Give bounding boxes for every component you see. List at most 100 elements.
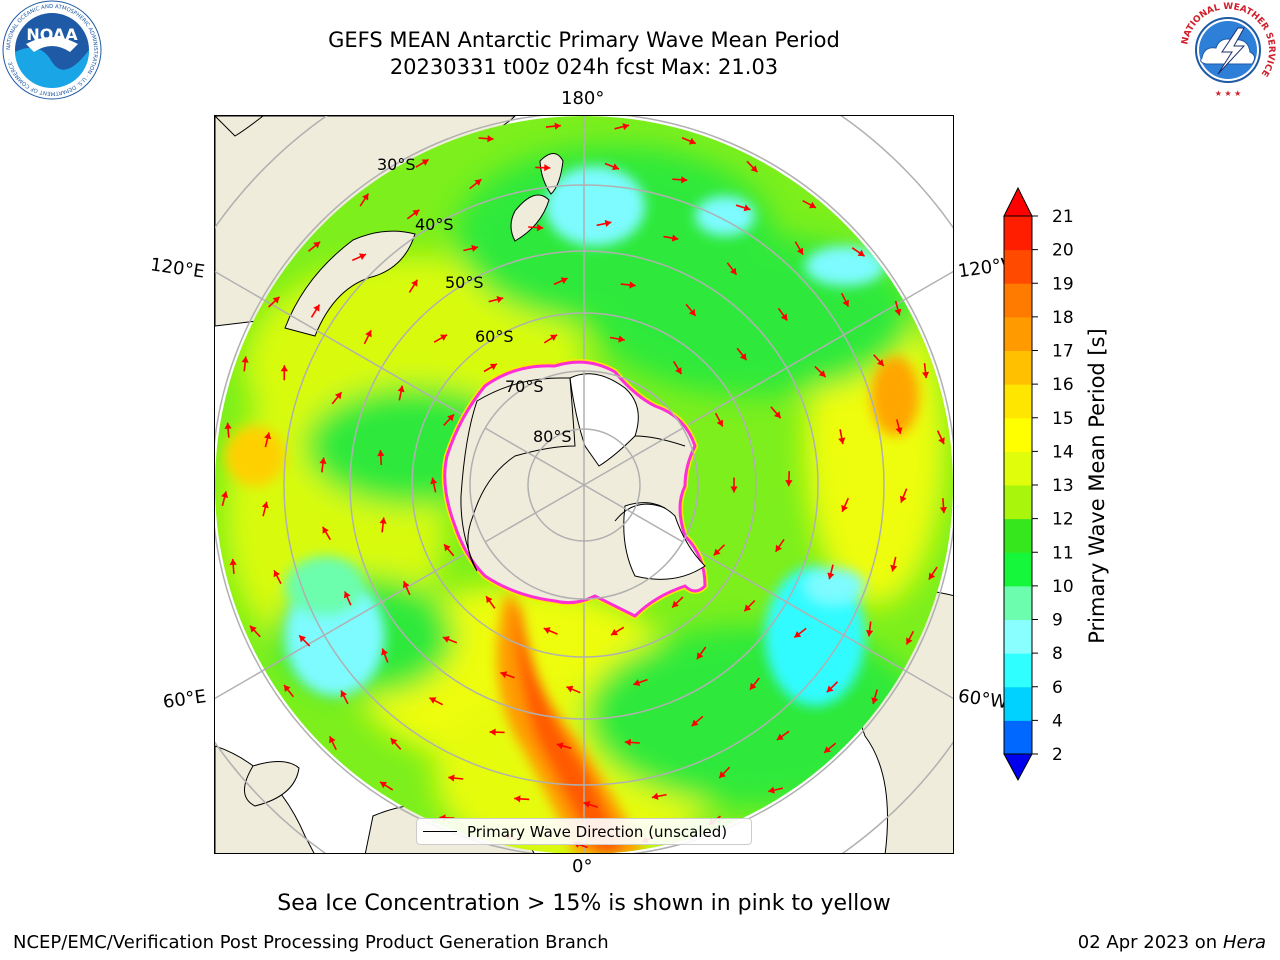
colorbar-band [1004, 485, 1032, 520]
colorbar-tick-label: 18 [1052, 308, 1074, 328]
wave-arrow-head [560, 277, 568, 284]
wave-arrow-head [224, 422, 232, 429]
wave-arrow-head [329, 736, 336, 744]
colorbar-ticks: 21 20 19 18 17 16 15 14 13 12 11 10 9 8 6 4 2 [1032, 207, 1074, 765]
colorbar-tick-label: 4 [1052, 711, 1063, 731]
wave-arrow-head [411, 279, 418, 287]
wave-arrow-head [335, 392, 342, 400]
wave-arrow-head [447, 414, 454, 422]
lon-label-120e: 120°E [148, 254, 206, 283]
wave-arrow-head [514, 795, 521, 803]
wave-arrow-head [719, 771, 726, 778]
lon-label-180: 180° [561, 88, 605, 109]
lat-label-40s: 40°S [415, 215, 454, 234]
wave-arrow-head [775, 544, 782, 552]
wave-arrow-head [939, 507, 948, 514]
credit-date-host: 02 Apr 2023 on Hera [1078, 932, 1266, 954]
wave-arrow-head [922, 371, 930, 379]
colorbar-tick-label: 14 [1052, 442, 1074, 462]
wave-arrow-head [716, 419, 723, 427]
wave-arrow-head [785, 480, 793, 487]
wave-arrow-head [474, 179, 482, 186]
wave-arrow-head [249, 625, 257, 633]
wave-arrow-head [402, 581, 410, 589]
wave-arrow-head [730, 267, 737, 275]
colorbar-tick-label: 17 [1052, 342, 1074, 362]
wave-arrow-head [496, 296, 504, 303]
wave-arrow-head [486, 596, 493, 604]
colorbar-band [1004, 585, 1032, 620]
wave-arrow-head [713, 548, 721, 556]
wave-arrow-head [877, 359, 884, 366]
wave-arrow-head [379, 517, 387, 524]
chart-subtitle: 20230331 t00z 024h fcst Max: 21.03 [389, 55, 779, 79]
wave-arrow-head [681, 176, 688, 184]
wave-arrow-head [313, 304, 320, 312]
wave-arrow-head [827, 572, 835, 580]
antarctica [441, 359, 709, 620]
colorbar-extend-min [1003, 753, 1033, 782]
polar-map: 30°S 40°S 50°S 60°S 70°S 80°S [215, 116, 953, 853]
sea-ice-footnote: Sea Ice Concentration > 15% is shown in … [277, 891, 891, 916]
wave-arrow-head [871, 697, 879, 704]
wave-arrow-head [776, 733, 784, 740]
wave-arrow-head [421, 159, 429, 166]
noaa-logo-text: NOAA [26, 25, 78, 44]
colorbar-band [1004, 350, 1032, 385]
map-legend: Primary Wave Direction (unscaled) [416, 818, 752, 845]
wave-arrow-head [894, 308, 902, 316]
wave-arrow-head [430, 477, 438, 485]
wave-arrow-head [841, 504, 848, 512]
wave-arrow-head [842, 299, 849, 307]
credit-branch: NCEP/EMC/Verification Post Processing Pr… [13, 932, 609, 953]
colorbar-tick-label: 9 [1052, 611, 1063, 631]
wave-arrow-head [390, 738, 398, 745]
colorbar-band [1004, 720, 1032, 755]
wave-arrow-head [543, 627, 551, 634]
wave-arrow-head [544, 164, 551, 172]
colorbar-tick-label: 15 [1052, 409, 1074, 429]
wave-arrow-head [824, 746, 831, 753]
wave-arrow-head [739, 353, 747, 361]
latitude-labels: 30°S 40°S 50°S 60°S 70°S 80°S [377, 155, 572, 446]
colorbar-tick-label: 11 [1052, 543, 1074, 563]
wave-arrow-head [280, 365, 288, 372]
wave-arrow-head [566, 685, 574, 693]
wave-arrow-head [313, 241, 321, 249]
wave-arrow-head [826, 685, 834, 693]
wave-arrow-head [688, 308, 696, 316]
wave-arrow-head [229, 558, 237, 566]
colorbar-tick-label: 20 [1052, 241, 1074, 261]
wave-arrow-head [899, 495, 907, 503]
wave-arrow-head [556, 742, 564, 750]
colorbar-band [1004, 686, 1032, 721]
wave-arrow-head [675, 367, 682, 375]
wave-arrow-head [221, 491, 229, 498]
wave-arrow-head [284, 685, 291, 692]
wave-arrow-head [340, 690, 347, 698]
wave-arrow-head [471, 244, 478, 252]
wave-arrow-head [554, 122, 561, 130]
wave-arrow-head [624, 738, 631, 746]
wave-arrow-head [696, 652, 704, 660]
wave-arrow-head [487, 135, 494, 143]
noaa-logo-icon: NATIONAL OCEANIC AND ATMOSPHERIC ADMINIS… [2, 0, 102, 100]
colorbar-tick-label: 8 [1052, 644, 1063, 664]
lon-label-0: 0° [572, 856, 593, 877]
wave-arrow-head [688, 137, 696, 145]
colorbar-extend-max [1003, 186, 1033, 217]
nws-logo-icon: NATIONAL WEATHER SERVICE ★ ★ ★ [1180, 2, 1276, 98]
wave-arrow-head [857, 249, 865, 257]
wave-arrow-head [611, 628, 618, 636]
wave-arrow-head [938, 437, 945, 445]
wave-arrow-head [796, 247, 803, 255]
wave-arrow-head [273, 570, 280, 578]
colorbar-tick-label: 16 [1052, 375, 1074, 395]
wave-arrow-head [261, 501, 269, 509]
wave-arrow-head [489, 363, 497, 371]
credit-date: 02 Apr 2023 on [1077, 932, 1223, 953]
colorbar-band [1004, 653, 1032, 688]
colorbar-tick-label: 13 [1052, 476, 1074, 496]
wave-arrow-head [362, 193, 369, 201]
wave-arrow-head [381, 648, 388, 656]
